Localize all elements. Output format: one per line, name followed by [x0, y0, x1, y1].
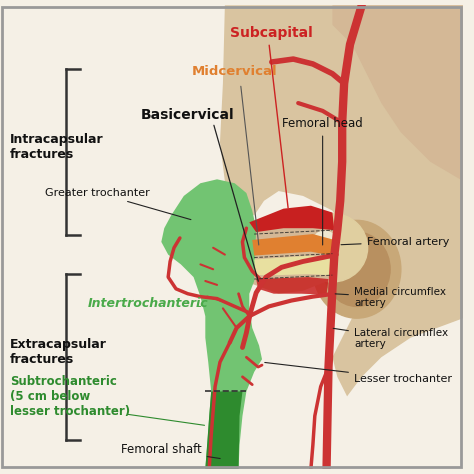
Text: Femoral shaft: Femoral shaft: [121, 443, 220, 458]
Text: Subtrochanteric
(5 cm below
lesser trochanter): Subtrochanteric (5 cm below lesser troch…: [10, 375, 130, 418]
Ellipse shape: [314, 231, 335, 249]
Polygon shape: [254, 255, 332, 275]
Text: Midcervical: Midcervical: [192, 65, 277, 78]
Polygon shape: [205, 392, 243, 469]
Text: Femoral artery: Femoral artery: [341, 237, 449, 247]
Text: Lateral circumflex
artery: Lateral circumflex artery: [333, 328, 448, 349]
Text: Intracapsular
fractures: Intracapsular fractures: [10, 133, 103, 161]
Text: Extracapsular
fractures: Extracapsular fractures: [10, 338, 107, 366]
Polygon shape: [252, 234, 334, 255]
Polygon shape: [256, 277, 328, 295]
Text: Intertrochanteric: Intertrochanteric: [88, 297, 209, 310]
Text: Lesser trochanter: Lesser trochanter: [265, 363, 452, 383]
Text: Basicervical: Basicervical: [141, 108, 235, 122]
Polygon shape: [332, 5, 464, 181]
Polygon shape: [243, 210, 334, 294]
Ellipse shape: [313, 220, 401, 318]
Text: Medial circumflex
artery: Medial circumflex artery: [335, 287, 446, 309]
Ellipse shape: [324, 232, 390, 306]
Polygon shape: [161, 179, 262, 469]
Text: Femoral head: Femoral head: [282, 118, 363, 245]
Ellipse shape: [297, 213, 368, 282]
Polygon shape: [249, 206, 334, 232]
Polygon shape: [220, 5, 464, 396]
Text: Subcapital: Subcapital: [230, 26, 313, 40]
Text: Greater trochanter: Greater trochanter: [46, 188, 191, 219]
